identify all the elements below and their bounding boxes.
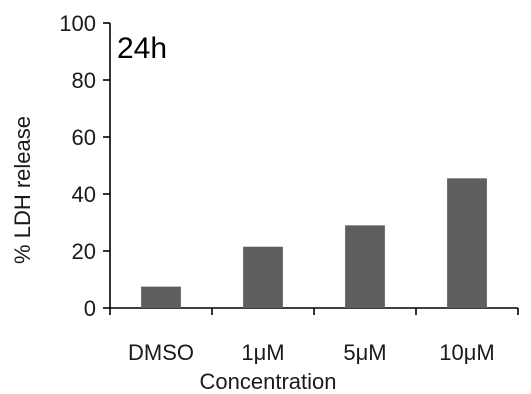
- x-axis-title: Concentration: [200, 369, 337, 394]
- time-annotation: 24h: [117, 32, 167, 65]
- x-tick-label: 1μM: [241, 340, 284, 365]
- bar-10m: [447, 178, 487, 308]
- x-tick-labels: DMSO 1μM 5μM 10μM: [128, 340, 495, 365]
- x-tick-label: 5μM: [343, 340, 386, 365]
- y-tick-label: 100: [59, 11, 96, 36]
- y-axis-title: % LDH release: [10, 116, 35, 264]
- y-axis: [103, 22, 111, 309]
- x-tick-label: 10μM: [439, 340, 494, 365]
- y-tick-label: 60: [72, 125, 96, 150]
- x-axis: [109, 307, 519, 315]
- bars: [141, 178, 487, 308]
- bar-1m: [243, 246, 283, 308]
- bar-dmso: [141, 286, 181, 308]
- y-tick-label: 0: [84, 296, 96, 321]
- y-tick-label: 40: [72, 182, 96, 207]
- y-tick-label: 80: [72, 68, 96, 93]
- bar-5m: [345, 225, 385, 308]
- y-tick-label: 20: [72, 239, 96, 264]
- y-tick-labels: 0 20 40 60 80 100: [59, 11, 96, 321]
- x-tick-label: DMSO: [128, 340, 194, 365]
